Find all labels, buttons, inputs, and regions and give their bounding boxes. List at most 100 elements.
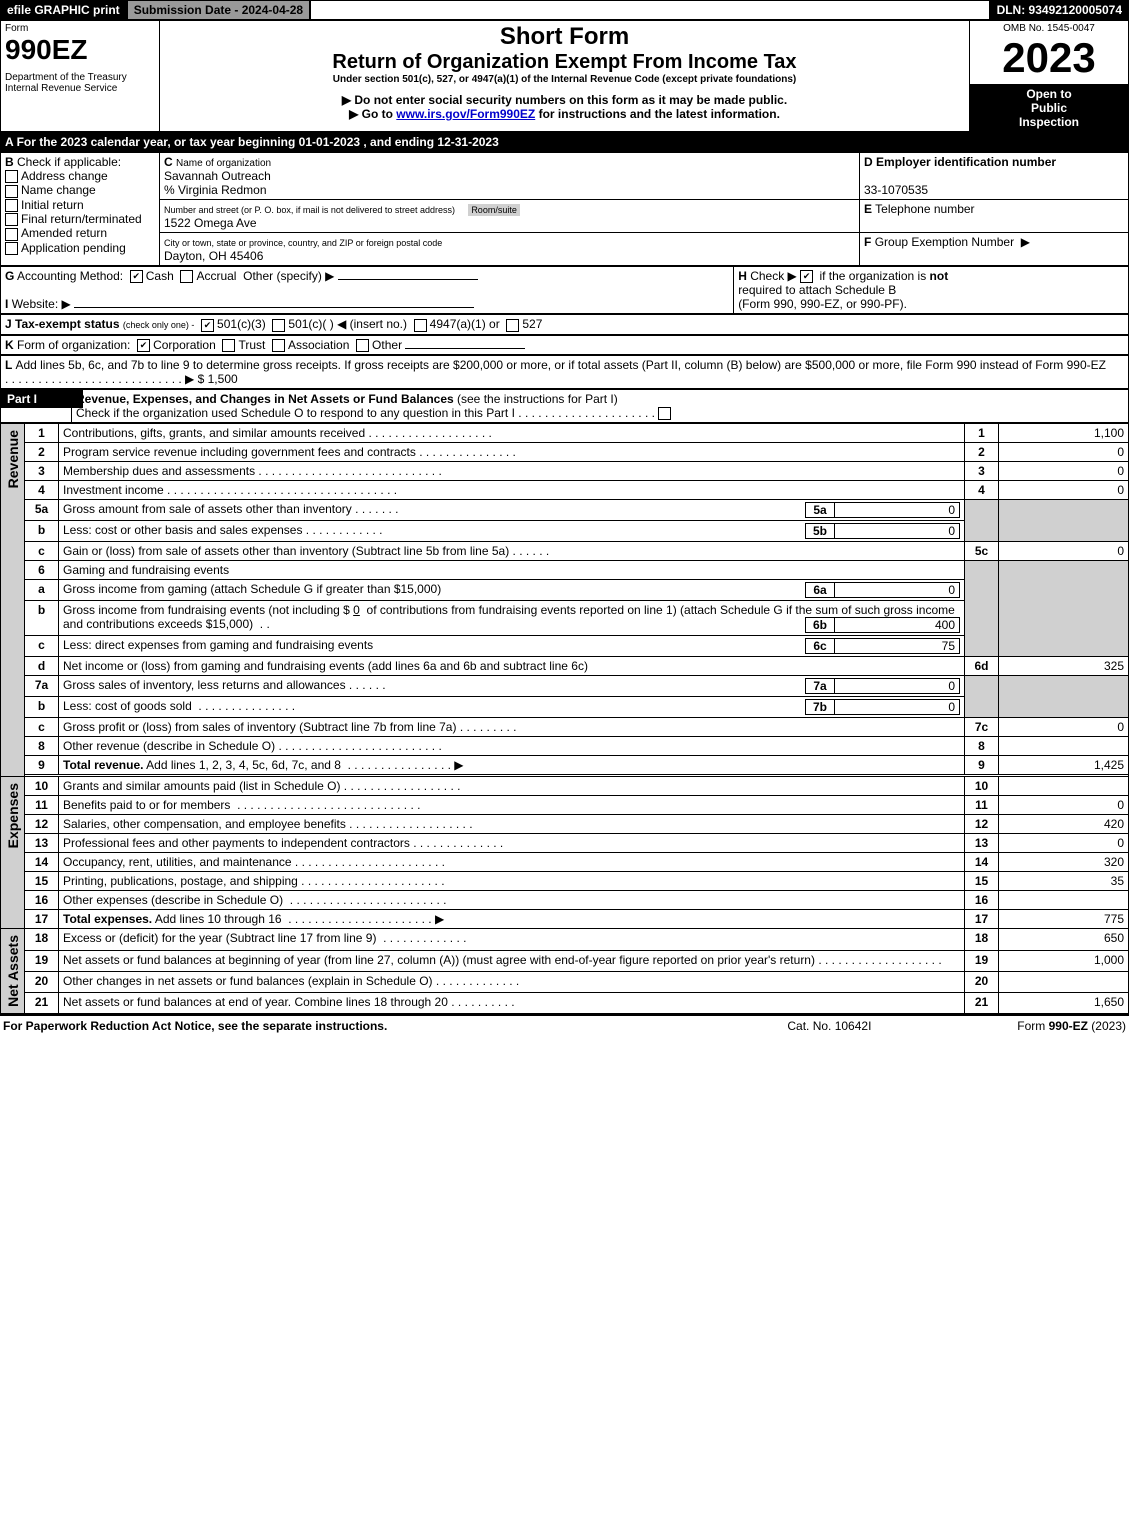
line-7a: Gross sales of inventory, less returns a… — [63, 678, 346, 692]
val-6b: 400 — [835, 618, 960, 633]
checkbox-other-org[interactable] — [356, 339, 369, 352]
checkbox-trust[interactable] — [222, 339, 235, 352]
val-15: 35 — [999, 872, 1129, 891]
phone-label: Telephone number — [875, 202, 974, 216]
checkbox-schedule-o[interactable] — [658, 407, 671, 420]
checkbox-527[interactable] — [506, 319, 519, 332]
checkbox-501c[interactable] — [272, 319, 285, 332]
val-11: 0 — [999, 796, 1129, 815]
section-revenue: Revenue — [5, 426, 21, 492]
val-6a: 0 — [835, 583, 960, 598]
checkbox-address-change[interactable] — [5, 170, 18, 183]
footer-form: Form 990-EZ (2023) — [914, 1018, 1127, 1034]
open-to: Open to — [974, 87, 1124, 101]
footer-left: For Paperwork Reduction Act Notice, see … — [2, 1018, 745, 1034]
dept-treasury: Department of the Treasury — [5, 72, 155, 83]
val-7a: 0 — [835, 679, 960, 694]
subtitle: Under section 501(c), 527, or 4947(a)(1)… — [164, 74, 965, 85]
line-11: Benefits paid to or for members — [63, 798, 230, 812]
val-1: 1,100 — [999, 424, 1129, 443]
line-3: Membership dues and assessments — [63, 464, 255, 478]
val-17: 775 — [999, 910, 1129, 929]
val-19: 1,000 — [999, 950, 1129, 971]
check-applicable-label: Check if applicable: — [17, 155, 121, 169]
section-net-assets: Net Assets — [5, 931, 21, 1011]
website-field[interactable] — [74, 307, 474, 308]
checkbox-name-change[interactable] — [5, 185, 18, 198]
dln-label: DLN: 93492120005074 — [990, 0, 1129, 20]
val-6d: 325 — [999, 657, 1129, 676]
footer-cat: Cat. No. 10642I — [747, 1018, 912, 1034]
line-15: Printing, publications, postage, and shi… — [63, 874, 298, 888]
arrow-icon: ▶ — [1021, 235, 1030, 249]
val-3: 0 — [999, 462, 1129, 481]
group-exemption-label: Group Exemption Number — [875, 235, 1014, 249]
city-label: City or town, state or province, country… — [164, 238, 442, 248]
title-short-form: Short Form — [164, 23, 965, 51]
val-5c: 0 — [999, 542, 1129, 561]
line-16: Other expenses (describe in Schedule O) — [63, 893, 283, 907]
efile-print-button[interactable]: efile GRAPHIC print — [0, 0, 127, 20]
org-name: Savannah Outreach — [164, 169, 271, 183]
line-6: Gaming and fundraising events — [63, 563, 229, 577]
line-7b: Less: cost of goods sold — [63, 699, 192, 713]
public: Public — [974, 101, 1124, 115]
line-12: Salaries, other compensation, and employ… — [63, 817, 346, 831]
val-7c: 0 — [999, 718, 1129, 737]
checkbox-4947[interactable] — [414, 319, 427, 332]
accounting-method-label: Accounting Method: — [17, 269, 123, 283]
part-i-label: Part I — [1, 390, 83, 408]
top-bar: efile GRAPHIC print Submission Date - 20… — [0, 0, 1129, 20]
checkbox-final-return[interactable] — [5, 213, 18, 226]
dept-irs: Internal Revenue Service — [5, 83, 155, 94]
checkbox-initial-return[interactable] — [5, 199, 18, 212]
line-7c: Gross profit or (loss) from sales of inv… — [63, 720, 456, 734]
line-2: Program service revenue including govern… — [63, 445, 416, 459]
checkbox-501c3[interactable]: ✔ — [201, 319, 214, 332]
form-word: Form — [5, 23, 155, 34]
val-5b: 0 — [835, 524, 960, 539]
val-13: 0 — [999, 834, 1129, 853]
checkbox-application-pending[interactable] — [5, 242, 18, 255]
val-21: 1,650 — [999, 992, 1129, 1013]
line-5a: Gross amount from sale of assets other t… — [63, 502, 352, 516]
h-line2: required to attach Schedule B — [738, 283, 896, 297]
ein-value: 33-1070535 — [864, 183, 928, 197]
tax-exempt-label: Tax-exempt status — [15, 317, 119, 331]
line-6c: Less: direct expenses from gaming and fu… — [63, 638, 373, 652]
omb-number: OMB No. 1545-0047 — [974, 23, 1124, 34]
line-6b-1: Gross income from fundraising events (no… — [63, 603, 350, 617]
street-label: Number and street (or P. O. box, if mail… — [164, 205, 455, 215]
line-8: Other revenue (describe in Schedule O) — [63, 739, 275, 753]
section-expenses: Expenses — [5, 779, 21, 852]
line-19: Net assets or fund balances at beginning… — [63, 953, 815, 967]
title-return: Return of Organization Exempt From Incom… — [164, 51, 965, 74]
line-l-text: Add lines 5b, 6c, and 7b to line 9 to de… — [15, 358, 1106, 372]
city-state-zip: Dayton, OH 45406 — [164, 249, 263, 263]
val-20 — [999, 971, 1129, 992]
checkbox-accrual[interactable] — [180, 270, 193, 283]
form-number: 990EZ — [5, 34, 155, 66]
val-9: 1,425 — [999, 756, 1129, 775]
tax-year: 2023 — [974, 34, 1124, 82]
checkbox-cash[interactable]: ✔ — [130, 270, 143, 283]
line-5b: Less: cost or other basis and sales expe… — [63, 523, 302, 537]
checkbox-corporation[interactable]: ✔ — [137, 339, 150, 352]
val-14: 320 — [999, 853, 1129, 872]
line-6d: Net income or (loss) from gaming and fun… — [63, 659, 588, 673]
room-suite-label: Room/suite — [468, 204, 520, 216]
checkbox-association[interactable] — [272, 339, 285, 352]
val-4: 0 — [999, 481, 1129, 500]
checkbox-schedule-b[interactable]: ✔ — [800, 270, 813, 283]
line-18: Excess or (deficit) for the year (Subtra… — [63, 931, 376, 945]
goto-line: ▶ Go to www.irs.gov/Form990EZ for instru… — [164, 107, 965, 121]
val-2: 0 — [999, 443, 1129, 462]
irs-link[interactable]: www.irs.gov/Form990EZ — [396, 107, 535, 121]
checkbox-amended-return[interactable] — [5, 228, 18, 241]
h-line3: (Form 990, 990-EZ, or 990-PF). — [738, 297, 907, 311]
form-header: Form 990EZ Department of the Treasury In… — [0, 20, 1129, 132]
gross-receipts: $ 1,500 — [198, 372, 238, 386]
val-5a: 0 — [835, 503, 960, 518]
inspection: Inspection — [974, 115, 1124, 129]
val-8 — [999, 737, 1129, 756]
